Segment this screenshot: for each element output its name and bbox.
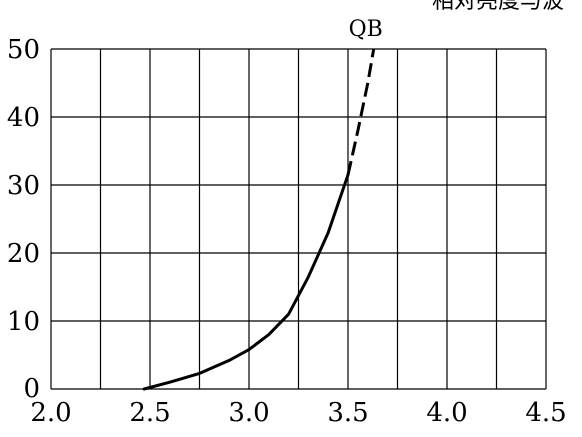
series-label: QB [349,17,383,42]
grid [50,48,547,390]
x-tick-label: 2.5 [129,398,170,428]
x-tick-label: 4.0 [426,398,467,428]
x-tick-label: 4.5 [525,398,566,428]
x-tick-label: 2.0 [30,398,71,428]
y-tick-label: 0 [23,374,40,404]
series-line-solid [142,173,350,391]
y-tick-label: 50 [7,35,40,65]
y-tick-label: 30 [7,171,40,201]
y-tick-label: 40 [7,103,40,133]
y-axis-ticks: 0 10 20 30 40 50 [7,35,40,404]
x-axis-ticks: 2.0 2.5 3.0 3.5 4.0 4.5 [30,398,566,428]
y-tick-label: 10 [7,307,40,337]
x-tick-label: 3.0 [228,398,269,428]
series-labels: QB [349,17,383,42]
series-layer [142,48,376,391]
x-tick-label: 3.5 [327,398,368,428]
y-tick-label: 20 [7,239,40,269]
chart-title: 相对亮度与波 [432,0,564,14]
series-line-dashed [346,48,376,176]
